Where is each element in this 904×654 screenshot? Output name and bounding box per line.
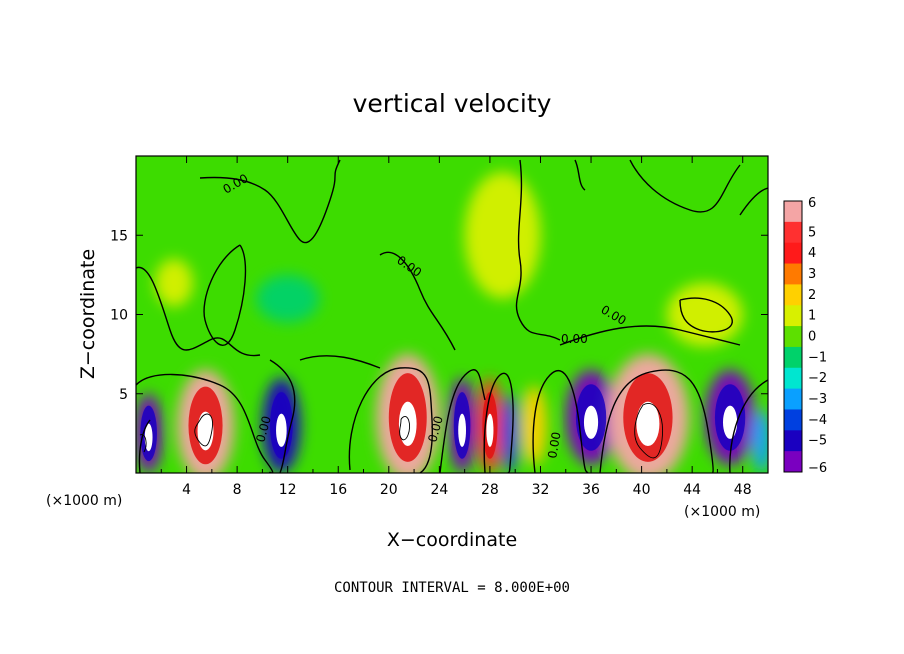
- zero-contour-line: [559, 325, 741, 346]
- zero-contour-line: [299, 355, 381, 369]
- colorbar-swatch: [784, 430, 802, 452]
- x-tick-label: 48: [734, 482, 752, 498]
- colorbar-label: 1: [808, 309, 816, 324]
- colorbar-label: 3: [808, 267, 816, 282]
- x-tick-label: 12: [279, 482, 297, 498]
- contour-label: 0.00: [545, 431, 563, 460]
- velocity-cell: [501, 393, 519, 473]
- contour-interval-note: CONTOUR INTERVAL = 8.000E+00: [334, 580, 570, 596]
- colorbar-swatch: [784, 388, 802, 410]
- colorbar-swatch: [784, 409, 802, 431]
- zero-contour-line: [629, 159, 741, 213]
- colorbar-swatch: [784, 284, 802, 306]
- velocity-cell: [464, 171, 541, 299]
- zero-contour-line: [379, 251, 456, 351]
- x-tick-label: 20: [380, 482, 398, 498]
- contour-label: 0.00: [253, 414, 273, 443]
- zero-contour-line: [439, 369, 486, 473]
- y-axis-ticks: 5 10 15: [110, 228, 768, 403]
- x-tick-label: 36: [582, 482, 600, 498]
- inner-contour-line: [139, 434, 147, 453]
- velocity-peak: [583, 405, 599, 439]
- x-tick-label: 32: [532, 482, 550, 498]
- velocity-peak: [458, 413, 467, 447]
- contour-label: 0.00: [561, 332, 588, 346]
- zero-contour-line: [348, 367, 433, 473]
- colorbar-label: −4: [808, 413, 827, 428]
- colorbar-label: 2: [808, 288, 816, 303]
- x-tick-label: 4: [182, 482, 191, 498]
- velocity-cell: [752, 409, 768, 473]
- y-tick-label: 5: [119, 387, 128, 403]
- x-tick-label: 44: [683, 482, 701, 498]
- x-tick-label: 40: [633, 482, 651, 498]
- zero-contour-line: [739, 187, 768, 216]
- inner-contour-line: [194, 413, 213, 447]
- inner-contours: [139, 403, 663, 459]
- y-tick-label: 15: [110, 228, 128, 244]
- x-axis-ticks: 4 8 12 16 20 24 28 32 36 40 44 48: [160, 156, 752, 498]
- colorbar-label: 5: [808, 225, 816, 240]
- colorbar-swatch: [784, 201, 802, 223]
- x-tick-label: 28: [481, 482, 499, 498]
- velocity-cell: [154, 259, 193, 307]
- zero-contours: [136, 159, 768, 473]
- zero-contour-line: [136, 373, 274, 473]
- zero-contour-line: [269, 359, 296, 473]
- colorbar-swatch: [784, 346, 802, 369]
- x-tick-label: 24: [430, 482, 448, 498]
- x-tick-label: 16: [329, 482, 347, 498]
- velocity-peak: [636, 401, 660, 447]
- y-axis-label: Z−coordinate: [77, 249, 99, 379]
- velocity-peak: [723, 405, 738, 439]
- colorbar-label: 4: [808, 246, 816, 261]
- zero-contour-line: [199, 159, 341, 244]
- zero-contour-line: [515, 159, 561, 341]
- colorbar-swatch: [784, 367, 802, 390]
- zero-contour-line: [574, 159, 586, 191]
- colorbar-swatch: [784, 451, 802, 473]
- colorbar-label: 6: [808, 196, 816, 211]
- colorbar-label: 0: [808, 330, 816, 345]
- colorbar-label: −2: [808, 371, 827, 386]
- velocity-peak: [144, 423, 153, 452]
- zero-contour-line: [203, 244, 247, 346]
- zero-contour-line: [136, 266, 261, 357]
- x-unit-left: (×1000 m): [46, 493, 122, 509]
- x-tick-label: 8: [233, 482, 242, 498]
- zero-contour-line: [729, 379, 768, 473]
- colorbar-swatch: [784, 242, 802, 265]
- inner-contour-line: [399, 416, 411, 441]
- colorbar: 6 5 4 3 2 1 0 −1 −2 −3 −4 −5 −6: [784, 196, 827, 476]
- zero-contour-line: [138, 419, 151, 473]
- colorbar-frame: [783, 200, 803, 473]
- chart-title: vertical velocity: [353, 89, 552, 118]
- velocity-peak: [486, 413, 494, 447]
- colorbar-label: −5: [808, 434, 827, 449]
- velocity-cell: [256, 274, 320, 323]
- colorbar-label: −6: [808, 461, 827, 476]
- colorbar-swatch: [784, 305, 802, 327]
- contour-label: 0.00: [425, 414, 445, 443]
- colorbar-label: −1: [808, 350, 827, 365]
- velocity-peak: [276, 413, 287, 447]
- y-tick-label: 10: [110, 308, 128, 324]
- inner-contour-line: [634, 403, 663, 459]
- zero-contour-line: [532, 369, 589, 473]
- x-unit-right: (×1000 m): [684, 504, 760, 520]
- colorbar-swatch: [784, 263, 802, 285]
- velocity-peak: [398, 401, 417, 447]
- plot-area: 0.00 0.00 0.00 0.00 0.00 0.00 0.00: [136, 156, 768, 473]
- colorbar-swatch: [784, 221, 802, 244]
- zero-contour-line: [599, 369, 714, 473]
- colorbar-label: −3: [808, 392, 827, 407]
- zero-contour-line: [679, 297, 733, 333]
- zero-contour-line: [483, 372, 514, 473]
- x-axis-label: X−coordinate: [387, 529, 517, 551]
- colorbar-swatch: [784, 326, 802, 348]
